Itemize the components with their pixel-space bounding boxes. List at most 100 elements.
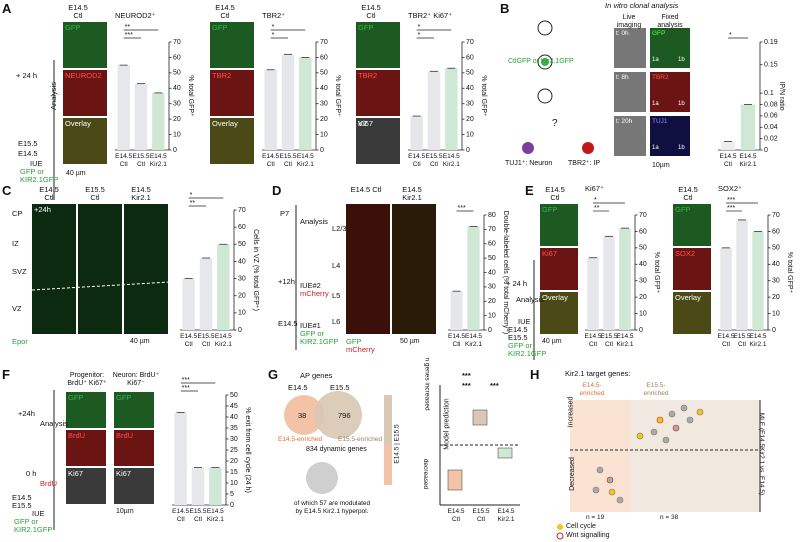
gene-point	[606, 476, 614, 484]
y-tick-label: 70	[772, 212, 780, 219]
significance: ***	[182, 385, 190, 392]
gene-point	[662, 436, 670, 444]
micrograph	[346, 204, 390, 334]
label: In vitro clonal analysis	[605, 1, 679, 10]
region	[570, 400, 630, 512]
label: A	[2, 1, 12, 16]
gene-point	[656, 416, 664, 424]
cell-icon	[537, 20, 553, 36]
label: E15.5	[508, 333, 528, 342]
significance: *	[418, 24, 421, 31]
label: decreased	[422, 458, 430, 490]
label: E14.5	[278, 319, 298, 328]
label: GFP or	[508, 341, 533, 350]
label: 38	[298, 411, 307, 420]
y-tick-label: 20	[173, 116, 181, 123]
micrograph	[614, 28, 646, 68]
y-tick-label: 20	[639, 294, 647, 301]
label: E15.5	[12, 501, 32, 510]
y-tick-label: 45	[230, 403, 238, 410]
label: E14.5 Ctl	[447, 508, 465, 523]
micrograph	[63, 22, 107, 68]
micrograph	[650, 116, 690, 156]
significance: *	[272, 32, 275, 39]
micrograph	[114, 392, 154, 428]
x-tick-label: E15.5 Ctl	[189, 508, 207, 523]
x-tick-label: E14.5 Ctl	[448, 333, 465, 348]
label: 1b	[678, 57, 685, 63]
label: E15.5-enriched	[643, 382, 669, 397]
y-tick-label: 70	[320, 39, 328, 46]
venn	[314, 391, 362, 439]
label: IUE	[518, 317, 531, 326]
label: IUE#2	[300, 281, 321, 290]
y-tick-label: 20	[320, 116, 328, 123]
label: KIR2.1GFP	[14, 525, 53, 534]
significance: *	[594, 197, 597, 204]
bar	[740, 104, 756, 150]
y-tick-label: 40	[639, 261, 647, 268]
micrograph	[614, 72, 646, 112]
label: t: 20h	[616, 118, 633, 125]
chart-title: TBR2⁺ Ki67⁺	[408, 11, 453, 20]
y-tick-label: 50	[173, 70, 181, 77]
y-tick-label: 10	[772, 310, 780, 317]
gene-point	[672, 424, 680, 432]
x-tick-label: E14.5 Ctl	[172, 508, 190, 523]
label: VZ	[12, 304, 22, 313]
condition: E14.5 Kir2.1	[402, 185, 422, 202]
label: IUE	[32, 509, 45, 518]
x-tick-label: E15.5 Ctl	[279, 153, 297, 168]
channel: TBR2	[212, 71, 232, 80]
condition: E14.5 Ctl	[215, 3, 235, 20]
chart-title: Ki67⁺	[585, 184, 604, 193]
bar	[445, 68, 458, 150]
y-axis-label: IP/N ratio	[778, 81, 785, 110]
label: E14.5-enriched	[579, 382, 605, 397]
condition: E14.5 Kir2.1	[131, 185, 151, 202]
y-tick-label: 0	[466, 147, 470, 154]
box	[497, 447, 513, 459]
cell-icon	[537, 88, 553, 104]
y-tick-label: 10	[230, 480, 238, 487]
label: KIR2.1GFP	[20, 175, 59, 184]
label: ?	[552, 118, 558, 129]
label: G	[268, 367, 279, 382]
gene-point	[680, 404, 688, 412]
y-tick-label: 0	[173, 147, 177, 154]
micrograph	[210, 118, 254, 164]
micrograph	[63, 70, 107, 116]
gene-point	[592, 486, 600, 494]
label: ***	[462, 371, 471, 380]
label: Epor	[12, 337, 28, 346]
micrograph	[124, 204, 168, 334]
channel: GFP	[68, 393, 84, 402]
label: L6	[332, 317, 341, 326]
y-tick-label: 80	[488, 212, 496, 219]
label: KIR2.1GFP	[508, 349, 547, 358]
x-tick-label: E14.5 Ctl	[717, 333, 735, 348]
label: 1a	[652, 145, 659, 151]
x-tick-label: E15.5 Ctl	[425, 153, 443, 168]
bar	[281, 54, 295, 150]
label: SVZ	[12, 267, 27, 276]
micrograph	[650, 28, 690, 68]
label: E15.5-enriched	[338, 436, 383, 443]
label: E14.5 | E15.5	[393, 424, 401, 464]
label: CP	[12, 209, 23, 218]
y-tick-label: 50	[238, 241, 246, 248]
bar	[450, 291, 463, 330]
significance: *	[190, 192, 193, 199]
label: E15.5	[330, 383, 350, 392]
label: Analysis	[300, 217, 328, 226]
label: 834 dynamic genes	[306, 446, 367, 453]
x-tick-label: E14.5 Kir2.1	[442, 153, 460, 168]
y-tick-label: 10	[238, 310, 246, 317]
y-tick-label: 50	[772, 245, 780, 252]
label: Live imaging	[616, 14, 642, 29]
significance: ***	[125, 32, 133, 39]
label: TUJ1	[652, 118, 668, 125]
gene-point	[608, 488, 616, 496]
